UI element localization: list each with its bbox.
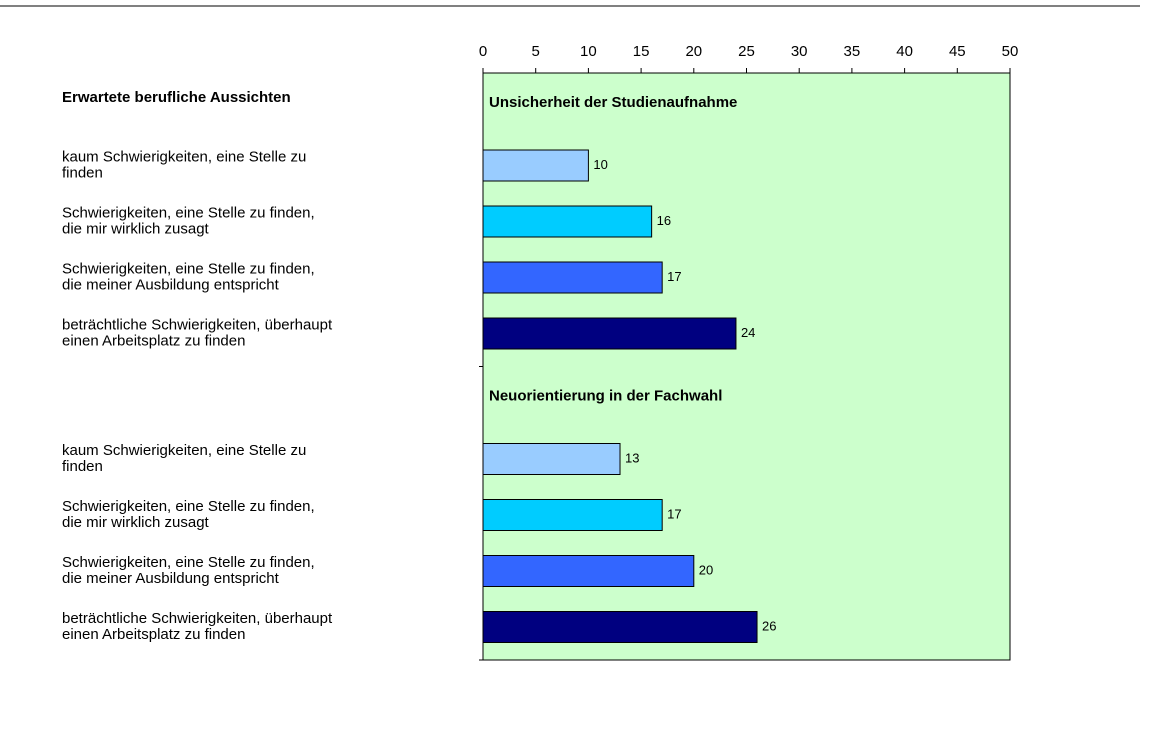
- bar: [482, 611, 758, 643]
- x-tick-label: 0: [479, 43, 487, 60]
- value-label: 17: [667, 506, 681, 521]
- category-label: Schwierigkeiten, eine Stelle zu finden,: [62, 498, 315, 515]
- x-tick-label: 10: [580, 43, 597, 60]
- group-title: Neuorientierung in der Fachwahl: [489, 387, 722, 404]
- category-label: die meiner Ausbildung entspricht: [62, 276, 280, 293]
- value-label: 26: [762, 618, 776, 633]
- x-tick-label: 50: [1002, 43, 1019, 60]
- category-label: einen Arbeitsplatz zu finden: [62, 332, 245, 349]
- x-tick-label: 20: [685, 43, 702, 60]
- category-label: die mir wirklich zusagt: [62, 220, 210, 237]
- bar: [482, 499, 663, 531]
- x-tick-label: 25: [738, 43, 755, 60]
- x-tick-label: 5: [532, 43, 540, 60]
- x-tick-label: 30: [791, 43, 808, 60]
- category-label: beträchtliche Schwierigkeiten, überhaupt: [62, 610, 333, 627]
- category-label: die meiner Ausbildung entspricht: [62, 570, 280, 587]
- category-label: die mir wirklich zusagt: [62, 514, 210, 531]
- value-label: 20: [699, 562, 713, 577]
- category-label: kaum Schwierigkeiten, eine Stelle zu: [62, 442, 306, 459]
- value-label: 16: [657, 213, 671, 228]
- category-label: Schwierigkeiten, eine Stelle zu finden,: [62, 554, 315, 571]
- bar: [482, 317, 737, 350]
- category-label: Schwierigkeiten, eine Stelle zu finden,: [62, 204, 315, 221]
- category-label: finden: [62, 458, 103, 475]
- group-title: Unsicherheit der Studienaufnahme: [489, 94, 737, 111]
- bar: [482, 261, 663, 294]
- x-tick-label: 15: [633, 43, 650, 60]
- chart-title: Erwartete berufliche Aussichten: [62, 89, 291, 106]
- value-label: 17: [667, 269, 681, 284]
- category-label: kaum Schwierigkeiten, eine Stelle zu: [62, 148, 306, 165]
- category-label: beträchtliche Schwierigkeiten, überhaupt: [62, 316, 333, 333]
- category-label: einen Arbeitsplatz zu finden: [62, 626, 245, 643]
- category-label: finden: [62, 164, 103, 181]
- bar: [482, 149, 589, 182]
- bar: [482, 555, 695, 587]
- value-label: 13: [625, 450, 639, 465]
- x-tick-label: 40: [896, 43, 913, 60]
- x-tick-label: 35: [844, 43, 861, 60]
- value-label: 24: [741, 325, 755, 340]
- category-label: Schwierigkeiten, eine Stelle zu finden,: [62, 260, 315, 277]
- bar: [482, 205, 653, 238]
- bar: [482, 443, 621, 475]
- value-label: 10: [593, 157, 607, 172]
- x-tick-label: 45: [949, 43, 966, 60]
